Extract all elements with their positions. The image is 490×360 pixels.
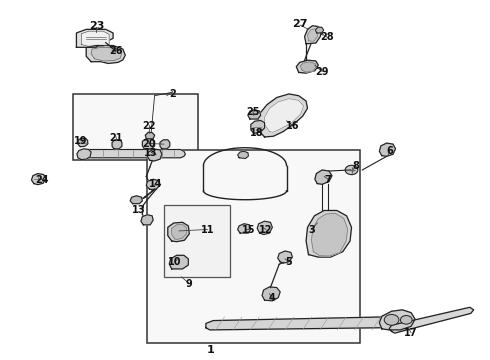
- Polygon shape: [86, 45, 125, 63]
- Text: 15: 15: [242, 225, 255, 235]
- Text: 28: 28: [320, 32, 334, 41]
- Polygon shape: [265, 99, 304, 132]
- Text: 13: 13: [145, 148, 158, 158]
- Polygon shape: [296, 60, 318, 73]
- Polygon shape: [308, 29, 319, 41]
- Polygon shape: [169, 255, 188, 269]
- Text: 14: 14: [149, 179, 162, 189]
- Text: 20: 20: [142, 139, 155, 149]
- Polygon shape: [238, 224, 251, 233]
- Polygon shape: [85, 149, 185, 158]
- Polygon shape: [147, 149, 162, 161]
- Polygon shape: [379, 143, 395, 156]
- Text: 24: 24: [35, 175, 49, 185]
- Text: 26: 26: [109, 46, 122, 56]
- Polygon shape: [257, 221, 272, 234]
- Text: 11: 11: [200, 225, 214, 235]
- Polygon shape: [160, 140, 170, 149]
- Text: 7: 7: [325, 175, 331, 185]
- Text: 2: 2: [170, 89, 176, 99]
- Polygon shape: [143, 139, 155, 149]
- Text: 12: 12: [259, 225, 273, 235]
- Text: 3: 3: [308, 225, 315, 235]
- Polygon shape: [278, 251, 293, 263]
- Polygon shape: [389, 307, 474, 333]
- Text: 1: 1: [207, 345, 215, 355]
- Circle shape: [400, 316, 412, 324]
- Polygon shape: [300, 62, 317, 72]
- Polygon shape: [316, 27, 324, 33]
- Polygon shape: [78, 138, 88, 147]
- Text: 5: 5: [286, 257, 293, 267]
- Polygon shape: [130, 196, 143, 204]
- Polygon shape: [112, 140, 122, 149]
- Text: 23: 23: [89, 21, 104, 31]
- Text: 21: 21: [109, 133, 123, 143]
- Polygon shape: [141, 215, 153, 225]
- Polygon shape: [379, 310, 415, 330]
- Polygon shape: [238, 151, 248, 158]
- Polygon shape: [31, 174, 46, 185]
- Text: 29: 29: [316, 67, 329, 77]
- Polygon shape: [306, 211, 351, 257]
- Text: 13: 13: [132, 206, 145, 216]
- Polygon shape: [91, 47, 122, 61]
- Polygon shape: [315, 170, 332, 184]
- Circle shape: [345, 165, 358, 175]
- Polygon shape: [305, 26, 321, 44]
- Text: 9: 9: [185, 279, 192, 289]
- Text: 19: 19: [74, 136, 87, 145]
- Circle shape: [384, 315, 399, 325]
- Bar: [147, 149, 360, 343]
- Polygon shape: [147, 179, 160, 189]
- Text: 4: 4: [269, 293, 275, 303]
- Polygon shape: [312, 213, 347, 256]
- Polygon shape: [146, 132, 155, 139]
- Polygon shape: [77, 149, 91, 159]
- Text: 16: 16: [286, 121, 299, 131]
- Polygon shape: [172, 225, 186, 239]
- Polygon shape: [251, 121, 265, 134]
- Text: 18: 18: [250, 129, 264, 138]
- Text: 10: 10: [169, 257, 182, 267]
- Polygon shape: [262, 287, 280, 301]
- Text: 6: 6: [386, 146, 393, 156]
- Text: 8: 8: [352, 161, 359, 171]
- Bar: [73, 94, 197, 160]
- Text: 22: 22: [142, 121, 155, 131]
- Polygon shape: [168, 222, 189, 242]
- Polygon shape: [76, 30, 113, 47]
- Text: 27: 27: [293, 19, 308, 29]
- Polygon shape: [248, 110, 261, 119]
- Bar: [164, 205, 230, 277]
- Polygon shape: [81, 31, 109, 46]
- Polygon shape: [257, 94, 308, 137]
- Text: 25: 25: [246, 107, 260, 117]
- Polygon shape: [206, 317, 388, 330]
- Text: 17: 17: [404, 328, 418, 338]
